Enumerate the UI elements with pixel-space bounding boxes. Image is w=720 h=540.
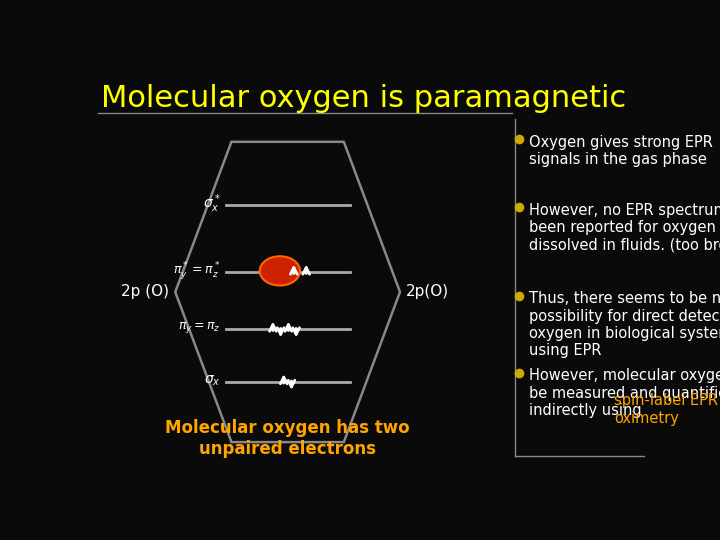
Text: Molecular oxygen has two
unpaired electrons: Molecular oxygen has two unpaired electr… [166, 419, 410, 458]
Text: 2p(O): 2p(O) [406, 285, 449, 300]
Text: $\pi_y^*$$=$$\pi_z^*$: $\pi_y^*$$=$$\pi_z^*$ [174, 260, 221, 282]
Text: $\sigma_x$: $\sigma_x$ [204, 373, 221, 388]
Text: Thus, there seems to be no
possibility for direct detection of
oxygen in biologi: Thus, there seems to be no possibility f… [528, 291, 720, 359]
Text: spin-label EPR
oximetry: spin-label EPR oximetry [614, 393, 719, 426]
Text: $\sigma_x^*$: $\sigma_x^*$ [203, 192, 221, 214]
Text: However, no EPR spectrum has
been reported for oxygen
dissolved in fluids. (too : However, no EPR spectrum has been report… [528, 202, 720, 252]
Text: Oxygen gives strong EPR
signals in the gas phase: Oxygen gives strong EPR signals in the g… [528, 135, 713, 167]
Text: 2p (O): 2p (O) [121, 285, 169, 300]
Ellipse shape [260, 256, 300, 286]
Text: $\pi_y$$=$$\pi_z$: $\pi_y$$=$$\pi_z$ [179, 320, 221, 335]
Text: Molecular oxygen is paramagnetic: Molecular oxygen is paramagnetic [101, 84, 626, 113]
Text: However, molecular oxygen can
be measured and quantified
indirectly using: However, molecular oxygen can be measure… [528, 368, 720, 418]
